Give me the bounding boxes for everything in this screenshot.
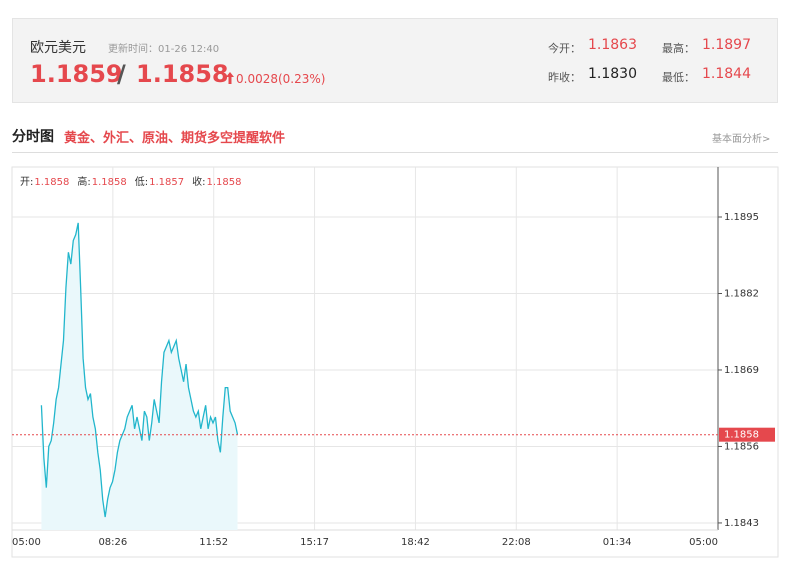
- x-tick-label: 11:52: [199, 537, 228, 548]
- x-tick-label: 05:00: [689, 537, 718, 548]
- x-tick-label: 15:17: [300, 537, 329, 548]
- stat-label: 昨收：: [548, 71, 581, 84]
- y-tick-label: 1.1856: [724, 441, 759, 452]
- change: 0.0028(0.23%): [236, 72, 326, 86]
- y-tick-label: 1.1882: [724, 288, 759, 299]
- stat-label: 最高：: [662, 42, 695, 55]
- quote-panel: [12, 18, 778, 103]
- analysis-link[interactable]: 基本面分析>: [712, 134, 771, 145]
- info-value: 1.1857: [149, 177, 184, 188]
- y-tick-label: 1.1895: [724, 212, 759, 223]
- stat-value: 1.1830: [588, 66, 637, 82]
- bid: 1.1859: [30, 60, 123, 88]
- stat-value: 1.1844: [702, 66, 751, 82]
- price-line: [40, 222, 239, 518]
- stat-value: 1.1897: [702, 37, 751, 53]
- reference-label-bg: [719, 427, 775, 442]
- info-label: 低:: [135, 175, 148, 188]
- ask: 1.1858: [136, 60, 229, 88]
- up-arrow: [226, 72, 234, 84]
- info-label: 高:: [77, 175, 90, 188]
- stat-label: 最低：: [662, 71, 695, 84]
- info-value: 1.1858: [207, 177, 242, 188]
- section-title: 分时图: [12, 129, 54, 145]
- info-label: 收:: [192, 175, 205, 188]
- info-value: 1.1858: [92, 177, 127, 188]
- x-tick-label: 08:26: [98, 537, 127, 548]
- price-area: [41, 222, 238, 530]
- info-value: 1.1858: [34, 177, 69, 188]
- pair-name: 欧元美元: [30, 40, 86, 56]
- divider: [12, 152, 778, 153]
- stat-label: 今开：: [548, 42, 581, 55]
- update-time: 更新时间：01-26 12:40: [108, 44, 220, 55]
- info-label: 开:: [20, 177, 33, 188]
- y-tick-label: 1.1869: [724, 365, 759, 376]
- x-tick-label: 22:08: [502, 537, 531, 548]
- separator: /: [117, 60, 126, 88]
- stat-value: 1.1863: [588, 37, 637, 53]
- x-tick-label: 05:00: [12, 537, 41, 548]
- reference-label: 1.1858: [724, 430, 759, 441]
- x-tick-label: 18:42: [401, 537, 430, 548]
- y-tick-label: 1.1843: [724, 518, 759, 529]
- promo-link[interactable]: 黄金、外汇、原油、期货多空提醒软件: [64, 131, 286, 146]
- chart-frame: [11, 166, 779, 558]
- x-tick-label: 01:34: [603, 537, 632, 548]
